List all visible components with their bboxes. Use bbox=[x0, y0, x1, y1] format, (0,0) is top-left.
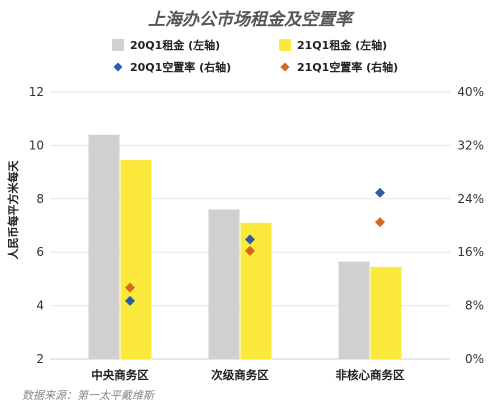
left-tick-label: 2 bbox=[36, 352, 44, 366]
chart-title: 上海办公市场租金及空置率 bbox=[148, 10, 355, 30]
right-tick-label: 16% bbox=[457, 245, 484, 259]
point bbox=[375, 187, 385, 198]
right-tick-label: 24% bbox=[457, 192, 484, 206]
legend-marker bbox=[279, 39, 291, 51]
bar bbox=[240, 222, 272, 359]
legend-label: 21Q1租金 (左轴) bbox=[297, 38, 387, 52]
bar bbox=[208, 209, 240, 359]
bar bbox=[88, 134, 120, 359]
bar bbox=[338, 261, 370, 359]
bar bbox=[370, 266, 402, 359]
legend-label: 20Q1空置率 (右轴) bbox=[130, 60, 231, 74]
left-tick-label: 4 bbox=[36, 299, 44, 313]
right-tick-label: 8% bbox=[465, 299, 484, 313]
category-labels: 中央商务区 次级商务区 非核心商务区 bbox=[91, 368, 405, 382]
left-tick-label: 10 bbox=[29, 138, 44, 152]
source-note: 数据来源：第一太平戴维斯 bbox=[22, 389, 156, 402]
point bbox=[125, 282, 135, 293]
legend-marker bbox=[112, 39, 124, 51]
left-axis: 2 4 6 8 10 12 bbox=[29, 85, 44, 366]
category-label: 非核心商务区 bbox=[336, 368, 405, 382]
right-tick-label: 40% bbox=[457, 85, 484, 99]
right-tick-label: 0% bbox=[465, 352, 484, 366]
point bbox=[245, 234, 255, 245]
legend-label: 20Q1租金 (左轴) bbox=[130, 38, 220, 52]
point bbox=[375, 217, 385, 228]
legend: 20Q1租金 (左轴) 21Q1租金 (左轴) 20Q1空置率 (右轴) 21Q1空置… bbox=[112, 38, 398, 74]
left-tick-label: 8 bbox=[36, 192, 44, 206]
bars bbox=[88, 134, 402, 359]
points bbox=[125, 187, 385, 306]
right-tick-label: 32% bbox=[457, 138, 484, 152]
left-tick-label: 6 bbox=[36, 245, 44, 259]
right-axis: 0% 8% 16% 24% 32% 40% bbox=[457, 85, 484, 366]
legend-marker bbox=[280, 62, 290, 72]
category-label: 次级商务区 bbox=[211, 368, 269, 382]
legend-marker bbox=[113, 62, 123, 72]
point bbox=[125, 295, 135, 306]
point bbox=[245, 245, 255, 256]
category-label: 中央商务区 bbox=[91, 368, 149, 382]
left-tick-label: 12 bbox=[29, 85, 44, 99]
bar bbox=[120, 160, 152, 359]
y-axis-label: 人民币每平方米每天 bbox=[6, 160, 20, 260]
legend-label: 21Q1空置率 (右轴) bbox=[297, 60, 398, 74]
